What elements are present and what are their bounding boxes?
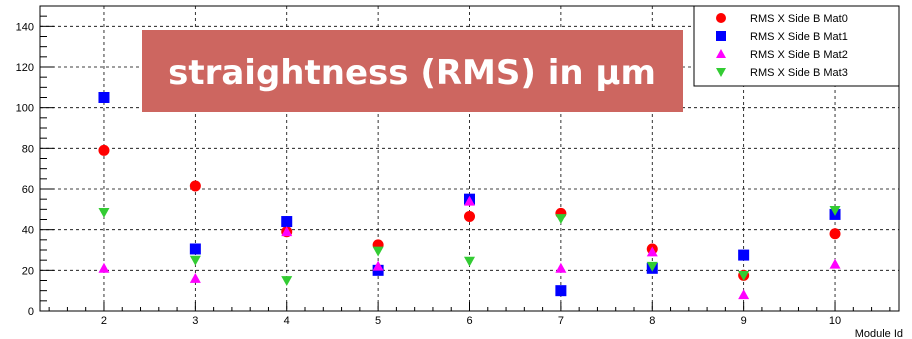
y-tick-label: 80: [22, 143, 34, 155]
data-point-square: [555, 285, 567, 297]
data-point-triangle-up: [281, 226, 293, 237]
y-tick-label: 40: [22, 225, 34, 237]
data-point-triangle-down: [829, 205, 841, 216]
y-tick-label: 60: [22, 184, 34, 196]
data-point-triangle-up: [829, 258, 841, 269]
x-tick-label: 2: [101, 315, 107, 327]
data-point-triangle-up: [372, 260, 384, 271]
legend-label: RMS X Side B Mat2: [750, 49, 848, 61]
legend-box: [693, 5, 900, 87]
data-point-square: [98, 92, 110, 103]
data-point-circle: [464, 210, 475, 222]
legend-marker: [716, 49, 726, 58]
x-tick-label: 10: [829, 315, 841, 327]
data-point-square: [189, 243, 201, 255]
y-tick-label: 120: [16, 62, 34, 74]
legend-label: RMS X Side B Mat0: [750, 13, 848, 25]
data-point-circle: [189, 180, 201, 192]
x-tick-label: 8: [649, 315, 655, 327]
data-point-circle: [829, 228, 841, 240]
data-point-triangle-up: [98, 262, 110, 273]
y-tick-label: 140: [16, 21, 34, 33]
x-tick-label: 3: [192, 315, 198, 327]
data-point-triangle-up: [464, 195, 475, 206]
data-points: [98, 92, 841, 300]
legend-label: RMS X Side B Mat1: [750, 31, 848, 43]
legend-marker: [716, 13, 726, 23]
legend-marker: [716, 68, 726, 77]
data-point-triangle-up: [555, 262, 567, 273]
data-point-triangle-down: [372, 246, 384, 257]
title-overlay-text: straightness (RMS) in μm: [168, 53, 656, 93]
y-tick-label: 0: [28, 306, 34, 318]
data-point-triangle-down: [646, 261, 658, 272]
data-point-triangle-down: [98, 207, 110, 218]
y-tick-label: 100: [16, 103, 34, 115]
x-tick-label: 5: [375, 315, 381, 327]
x-tick-label: 6: [466, 315, 472, 327]
legend-label: RMS X Side B Mat3: [750, 67, 848, 79]
data-point-square: [281, 216, 293, 228]
data-point-triangle-down: [464, 256, 475, 267]
x-axis-title: Module Id: [855, 328, 903, 339]
data-point-triangle-down: [555, 214, 567, 224]
legend-marker: [716, 31, 726, 41]
title-overlay-box: [142, 30, 683, 112]
title-overlay: straightness (RMS) in μm: [142, 30, 683, 112]
data-point-triangle-down: [189, 255, 201, 266]
x-tick-label: 4: [284, 315, 290, 327]
x-tick-label: 9: [741, 315, 747, 327]
data-point-triangle-up: [738, 289, 750, 300]
data-point-square: [738, 249, 750, 261]
axis-ticks: [40, 15, 891, 312]
data-point-triangle-up: [646, 246, 658, 257]
data-point-triangle-up: [189, 272, 201, 283]
legend: RMS X Side B Mat0 RMS X Side B Mat1 RMS X …: [693, 5, 900, 87]
y-tick-label: 20: [22, 265, 34, 277]
x-tick-label: 7: [558, 315, 564, 327]
data-point-triangle-down: [738, 271, 750, 281]
data-point-triangle-down: [281, 276, 293, 286]
data-point-circle: [98, 144, 110, 156]
